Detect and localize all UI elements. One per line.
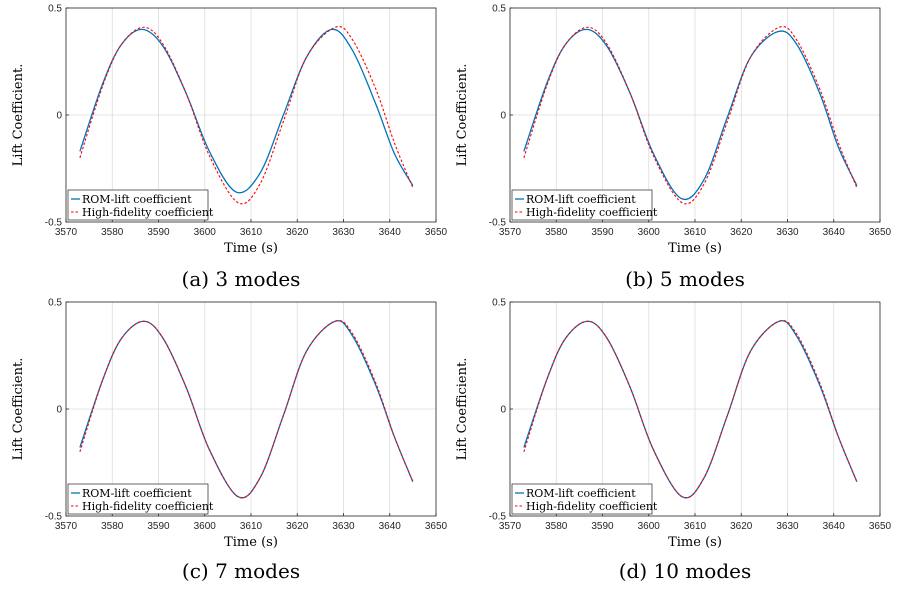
series-line-high-fidelity [79,26,414,205]
y-tick-label: 0 [500,111,506,122]
panel-2: 3570 3580 3590 3600 3610 3620 3630 3640 3650 -0.5… [455,4,892,292]
y-tick-label: 0 [500,405,506,416]
x-tick-label: 3590 [591,227,614,238]
x-tick-label: 3600 [638,521,661,532]
series-line-high-fidelity [523,26,858,205]
x-axis-label: Time (s) [668,535,722,550]
x-tick-label: 3630 [332,521,355,532]
panel-caption: (d) 10 modes [619,559,751,583]
y-tick-label: 0.5 [492,298,506,309]
x-axis-label: Time (s) [224,535,278,550]
legend-box [67,483,209,515]
x-tick-label: 3570 [499,521,522,532]
x-tick-label: 3640 [379,521,402,532]
series-line-rom [79,28,414,194]
panel-caption: (c) 7 modes [182,559,300,583]
y-tick-label: -0.5 [489,512,507,523]
x-tick-label: 3590 [591,521,614,532]
x-tick-label: 3650 [869,227,892,238]
x-tick-label: 3570 [55,521,78,532]
x-tick-label: 3640 [823,521,846,532]
x-tick-label: 3650 [869,521,892,532]
x-tick-label: 3650 [425,521,448,532]
x-tick-label: 3600 [194,227,217,238]
legend-label: ROM-lift coefficient [526,193,636,206]
x-tick-label: 3570 [499,227,522,238]
y-tick-label: 0.5 [492,4,506,15]
y-tick-label: -0.5 [489,218,507,229]
x-tick-label: 3580 [545,227,568,238]
x-tick-label: 3610 [240,227,263,238]
x-axis-label: Time (s) [668,241,722,256]
x-tick-label: 3620 [286,521,309,532]
panel-3: 3570 3580 3590 3600 3610 3620 3630 3640 3650 -0.5… [11,298,448,584]
legend-label: High-fidelity coefficient [82,206,214,219]
y-tick-label: 0 [56,405,62,416]
x-tick-label: 3630 [776,227,799,238]
y-axis-label: Lift Coefficient. [455,64,470,167]
series-line-high-fidelity [79,320,414,499]
x-tick-label: 3640 [379,227,402,238]
series-line-high-fidelity [523,320,858,499]
x-tick-label: 3650 [425,227,448,238]
series-line-rom [523,28,858,201]
x-tick-label: 3590 [147,521,170,532]
x-tick-label: 3610 [684,521,707,532]
x-tick-label: 3610 [240,521,263,532]
x-tick-label: 3600 [638,227,661,238]
legend-label: High-fidelity coefficient [526,206,658,219]
panel-caption: (b) 5 modes [625,267,745,291]
y-axis-label: Lift Coefficient. [11,358,26,461]
y-tick-label: 0.5 [48,298,62,309]
y-tick-label: -0.5 [45,218,63,229]
x-tick-label: 3610 [684,227,707,238]
x-tick-label: 3630 [332,227,355,238]
legend-box [67,189,209,221]
legend-label: High-fidelity coefficient [526,500,658,513]
x-tick-label: 3640 [823,227,846,238]
x-tick-label: 3620 [730,227,753,238]
x-tick-label: 3580 [101,227,124,238]
panel-1: 3570 3580 3590 3600 3610 3620 3630 3640 3650 -0.5… [11,4,448,292]
legend-label: ROM-lift coefficient [82,193,192,206]
legend-label: ROM-lift coefficient [82,487,192,500]
x-tick-label: 3590 [147,227,170,238]
x-tick-label: 3580 [545,521,568,532]
x-tick-label: 3570 [55,227,78,238]
legend-box [511,483,653,515]
y-tick-label: -0.5 [45,512,63,523]
x-tick-label: 3580 [101,521,124,532]
x-tick-label: 3620 [730,521,753,532]
y-axis-label: Lift Coefficient. [455,358,470,461]
legend-box [511,189,653,221]
x-axis-label: Time (s) [224,241,278,256]
x-tick-label: 3630 [776,521,799,532]
y-axis-label: Lift Coefficient. [11,64,26,167]
y-tick-label: 0.5 [48,4,62,15]
y-tick-label: 0 [56,111,62,122]
x-tick-label: 3600 [194,521,217,532]
legend-label: High-fidelity coefficient [82,500,214,513]
x-tick-label: 3620 [286,227,309,238]
legend-label: ROM-lift coefficient [526,487,636,500]
panel-4: 3570 3580 3590 3600 3610 3620 3630 3640 3650 -0.5… [455,298,892,584]
panel-caption: (a) 3 modes [182,267,301,291]
